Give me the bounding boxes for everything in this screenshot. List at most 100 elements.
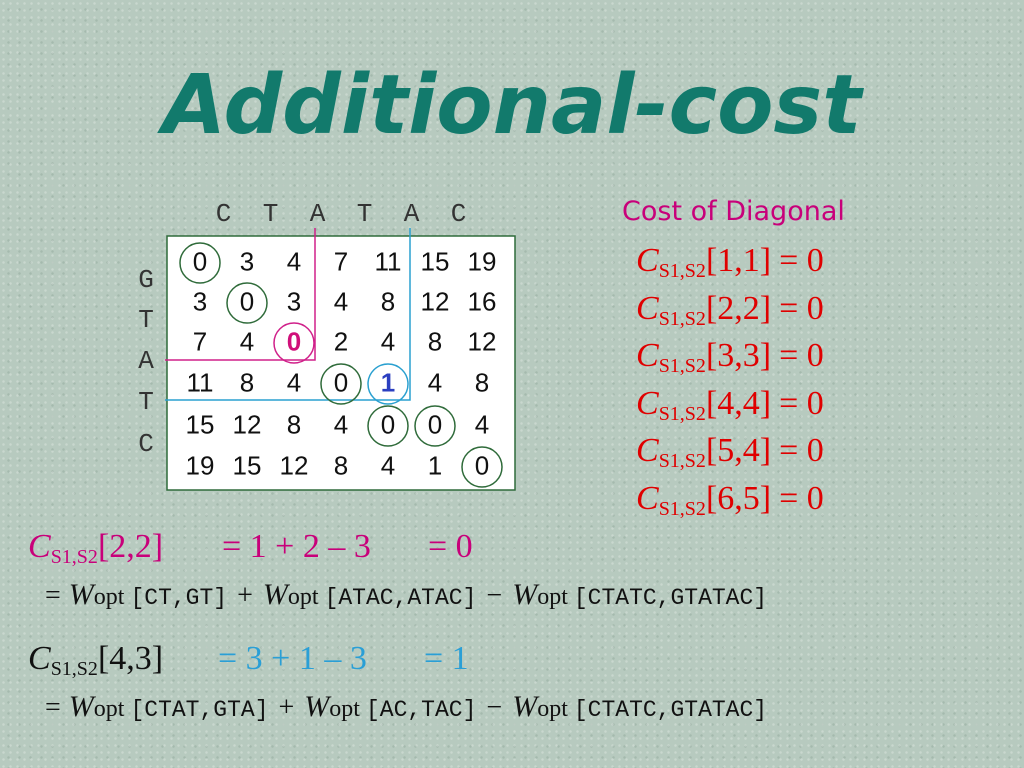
matrix-cell: 3 — [239, 246, 255, 277]
subscript: opt — [93, 584, 125, 610]
result: = 0 — [779, 289, 824, 327]
matrix-cell: 11 — [186, 367, 214, 398]
diagonal-entry: CS1,S2[1,1] = 0 — [636, 242, 824, 283]
row-letter: G — [138, 265, 154, 295]
example-formula: CS1,S2[4,3] — [28, 640, 163, 681]
matrix-cell: 0 — [427, 409, 443, 440]
operator: + — [237, 580, 253, 611]
matrix-cell: 19 — [185, 450, 215, 481]
matrix-cell: 12 — [232, 409, 262, 440]
index: [3,3] — [705, 337, 772, 374]
matrix-cell: 3 — [286, 286, 302, 317]
matrix-cell: 0 — [239, 286, 255, 317]
matrix-cell: 15 — [185, 409, 215, 440]
matrix-cell: 4 — [380, 450, 396, 481]
result: = 0 — [779, 337, 824, 374]
subscript: S1,S2 — [50, 546, 98, 568]
row-letter: T — [138, 387, 154, 417]
circles — [179, 242, 503, 488]
matrix-cell: 3 — [192, 286, 208, 317]
matrix-cell: 0 — [380, 409, 396, 440]
matrix-cell: 11 — [374, 246, 402, 277]
matrix-cell: 4 — [333, 409, 349, 440]
w-symbol: W — [68, 690, 94, 723]
subscript: S1,S2 — [50, 658, 98, 680]
result: = 1 — [424, 640, 469, 677]
matrix-cell: 0 — [333, 367, 349, 398]
expansion: = Wopt [CTAT,GTA] + Wopt [AC,TAC] − Wopt [CTATC,… — [45, 690, 767, 724]
matrix-cell: 7 — [333, 246, 349, 277]
row-letter: A — [138, 345, 154, 376]
result: = 0 — [779, 384, 824, 422]
index: [1,1] — [705, 242, 772, 279]
result: = 0 — [779, 479, 824, 517]
index: [4,4] — [705, 384, 772, 422]
index: [4,3] — [97, 640, 164, 677]
symbol: C — [636, 289, 659, 327]
matrix-cell: 4 — [286, 367, 302, 398]
diagonal-entry: CS1,S2[2,2] = 0 — [636, 290, 824, 331]
row-letter: C — [138, 428, 154, 459]
matrix-cell: 8 — [239, 367, 255, 398]
matrix-cell: 4 — [239, 326, 255, 357]
circle — [226, 282, 268, 324]
expansion: = Wopt [CT,GT] + Wopt [ATAC,ATAC] − Wopt [CTATC,… — [45, 578, 767, 612]
subscript: opt — [537, 696, 568, 722]
matrix-box — [166, 235, 516, 491]
subscript: opt — [93, 696, 125, 722]
w-symbol: W — [512, 690, 538, 723]
result: = 0 — [779, 432, 824, 469]
w-symbol: W — [262, 578, 288, 611]
arguments: [CTATC,GTATAC] — [573, 585, 768, 611]
symbol: C — [28, 640, 51, 677]
circle — [414, 405, 456, 447]
circle — [179, 242, 221, 284]
column-letter: A — [403, 199, 420, 229]
matrix-cell: 0 — [286, 326, 302, 357]
matrix-cell: 4 — [427, 367, 443, 398]
arguments: [CTAT,GTA] — [130, 697, 269, 723]
subscript: S1,S2 — [658, 450, 706, 472]
result: = 0 — [428, 528, 473, 565]
operator: = — [45, 580, 61, 611]
index: [2,2] — [705, 289, 772, 327]
matrix-cell: 12 — [467, 326, 497, 357]
matrix-cell: 8 — [333, 450, 349, 481]
matrix-cell: 8 — [380, 286, 396, 317]
matrix-cell: 15 — [420, 246, 450, 277]
matrix-cell: 8 — [474, 367, 490, 398]
row-letter: T — [138, 305, 154, 335]
operator: = — [45, 692, 61, 723]
column-letter: C — [215, 199, 232, 229]
matrix-cell: 4 — [474, 409, 490, 440]
symbol: C — [636, 432, 659, 469]
diagonal-entry: CS1,S2[3,3] = 0 — [636, 337, 824, 378]
symbol: C — [636, 242, 659, 279]
column-letter: A — [309, 199, 326, 229]
matrix-cell: 4 — [286, 246, 302, 277]
circle — [461, 446, 503, 488]
matrix-cell: 15 — [232, 450, 262, 481]
panel-heading: Cost of Diagonal — [622, 196, 845, 227]
matrix-cell: 4 — [380, 326, 396, 357]
circle — [367, 363, 409, 405]
matrix-cell: 2 — [333, 326, 349, 357]
matrix-cell: 0 — [474, 450, 490, 481]
symbol: C — [28, 528, 51, 565]
matrix-cell: 19 — [467, 246, 497, 277]
column-letter: T — [356, 199, 373, 229]
diagonal-entry: CS1,S2[6,5] = 0 — [636, 480, 824, 521]
matrix-cell: 1 — [427, 450, 443, 481]
matrix-cell: 12 — [420, 286, 450, 317]
highlight-line — [165, 228, 316, 361]
arguments: [CTATC,GTATAC] — [573, 697, 768, 723]
column-letter: T — [262, 199, 279, 229]
symbol: C — [636, 384, 659, 422]
highlight-line — [165, 228, 411, 401]
index: [6,5] — [705, 479, 772, 517]
subscript: S1,S2 — [658, 355, 706, 377]
example-formula: CS1,S2[2,2] — [28, 528, 163, 569]
subscript: opt — [287, 584, 319, 610]
